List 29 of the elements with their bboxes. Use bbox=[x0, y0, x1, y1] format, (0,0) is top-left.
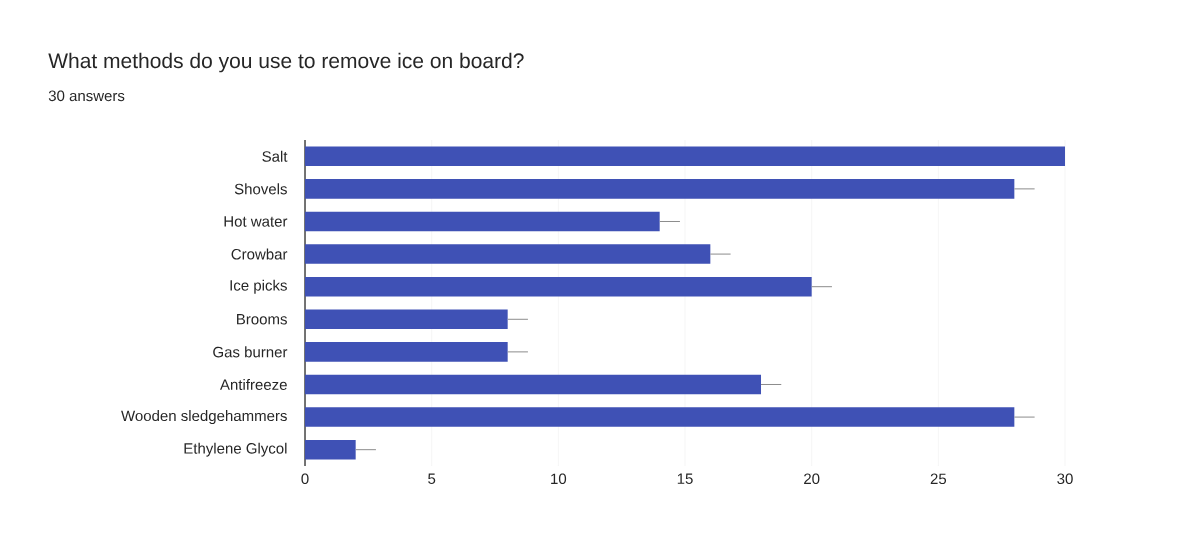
bar bbox=[305, 244, 711, 264]
x-tick-label: 25 bbox=[930, 473, 947, 485]
y-tick-label: Antifreeze bbox=[219, 378, 287, 390]
text: 30 answers bbox=[48, 90, 125, 102]
y-tick-label: Crowbar bbox=[231, 248, 288, 260]
chart-title: What methods do you use to remove ice on board? bbox=[48, 52, 524, 73]
y-tick-label: Gas burner bbox=[213, 346, 288, 358]
bar bbox=[305, 211, 660, 232]
y-tick-label: Wooden sledgehammers bbox=[121, 410, 287, 425]
y-tick-label: Hot water bbox=[224, 216, 288, 227]
bar bbox=[305, 309, 508, 330]
bar bbox=[305, 439, 356, 460]
bar bbox=[305, 407, 1015, 427]
bar bbox=[305, 179, 1015, 199]
bar bbox=[305, 146, 1066, 167]
bar bbox=[305, 374, 762, 395]
x-tick-label: 10 bbox=[551, 473, 567, 485]
bar bbox=[305, 276, 812, 297]
y-tick-label: Ice picks bbox=[230, 279, 287, 294]
x-tick-label: 15 bbox=[677, 473, 693, 484]
x-tick-label: 30 bbox=[1057, 473, 1073, 485]
y-tick-label: Ethylene Glycol bbox=[184, 442, 287, 457]
y-tick-label: Salt bbox=[262, 150, 288, 162]
x-tick-label: 20 bbox=[804, 473, 820, 485]
x-tick-label: 0 bbox=[301, 473, 309, 485]
x-tick-label: 5 bbox=[428, 473, 436, 484]
bar bbox=[305, 342, 508, 362]
y-tick-label: Brooms bbox=[237, 314, 287, 325]
y-tick-label: Shovels bbox=[234, 183, 287, 195]
